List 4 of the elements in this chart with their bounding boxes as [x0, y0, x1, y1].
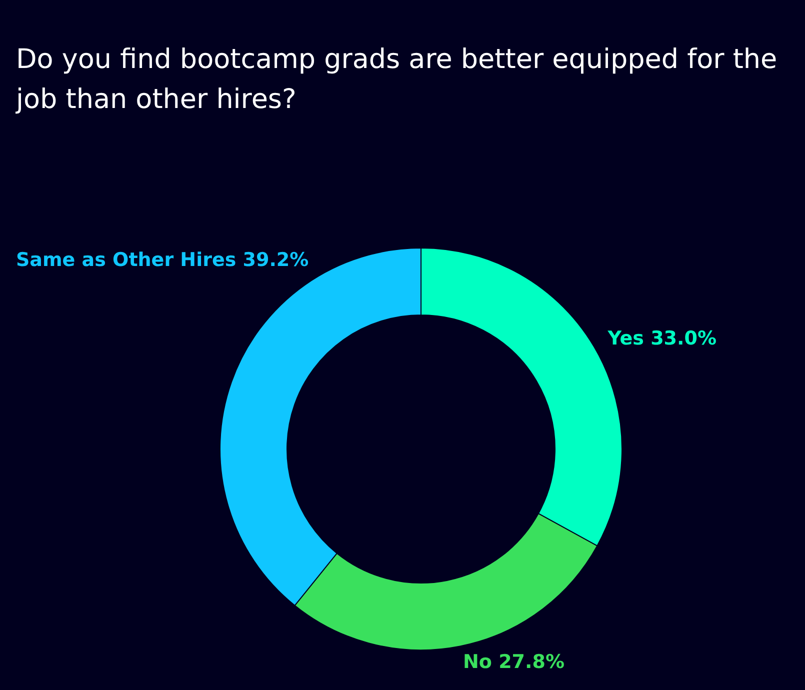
slice-label: Same as Other Hires 39.2%	[16, 249, 309, 271]
slice-label: No 27.8%	[463, 650, 564, 673]
slice-label: Yes 33.0%	[606, 328, 717, 350]
chart-title: Do you find bootcamp grads are better equipped for the job than other hires?	[16, 43, 778, 117]
